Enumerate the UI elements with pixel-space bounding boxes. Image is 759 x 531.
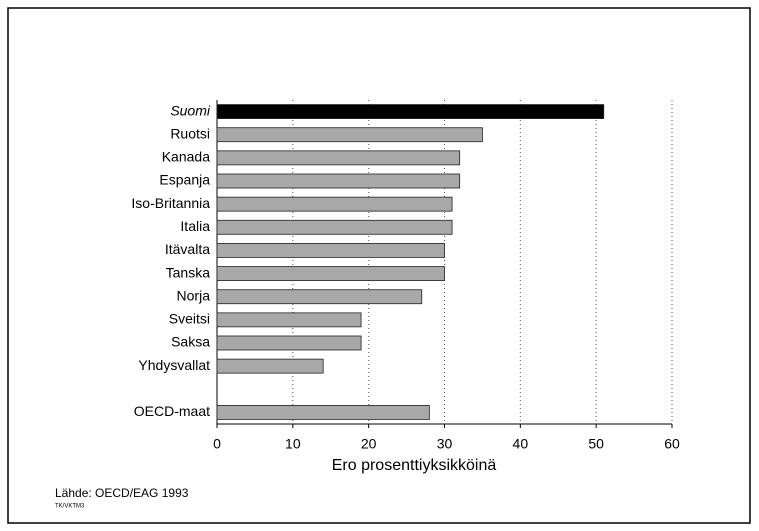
x-tick-label: 30 [437,436,453,452]
y-tick-label: Iso-Britannia [131,195,210,211]
bar [216,196,453,212]
bar [216,312,362,328]
y-tick-label: Kanada [162,149,210,165]
bar [216,266,445,281]
bar [216,219,453,235]
x-tick-label: 20 [361,436,377,452]
y-tick-label: Sveitsi [169,311,210,327]
frame [7,7,751,524]
bar [216,405,430,420]
bar [216,243,445,258]
x-tick-label: 60 [664,436,680,452]
y-tick-label: Norja [177,287,211,303]
bar [216,335,362,351]
bar [216,289,423,305]
code: TK/VKTM3 [55,504,85,510]
bar [216,173,461,189]
x-tick-label: 0 [213,436,221,452]
y-tick-label: Saksa [171,334,210,350]
y-tick-label: Ruotsi [170,125,210,141]
bar [216,104,605,119]
y-tick-label: Espanja [159,172,210,188]
source: Lähde: OECD/EAG 1993 [55,486,189,500]
x-axis-label: Ero prosenttiyksikköinä [332,457,497,474]
x-tick-label: 50 [588,436,604,452]
y-tick-label: Italia [180,218,210,234]
x-tick-label: 40 [513,436,529,452]
bar [216,358,324,374]
y-tick-label: Itävalta [165,241,210,257]
y-tick-label: Tanska [166,264,211,280]
y-tick-label: Yhdysvallat [138,357,210,373]
bar [216,127,483,143]
x-tick-label: 10 [285,436,301,452]
y-tick-label: Suomi [170,102,211,118]
y-tick-label: OECD-maat [134,403,210,419]
bar [216,150,461,166]
